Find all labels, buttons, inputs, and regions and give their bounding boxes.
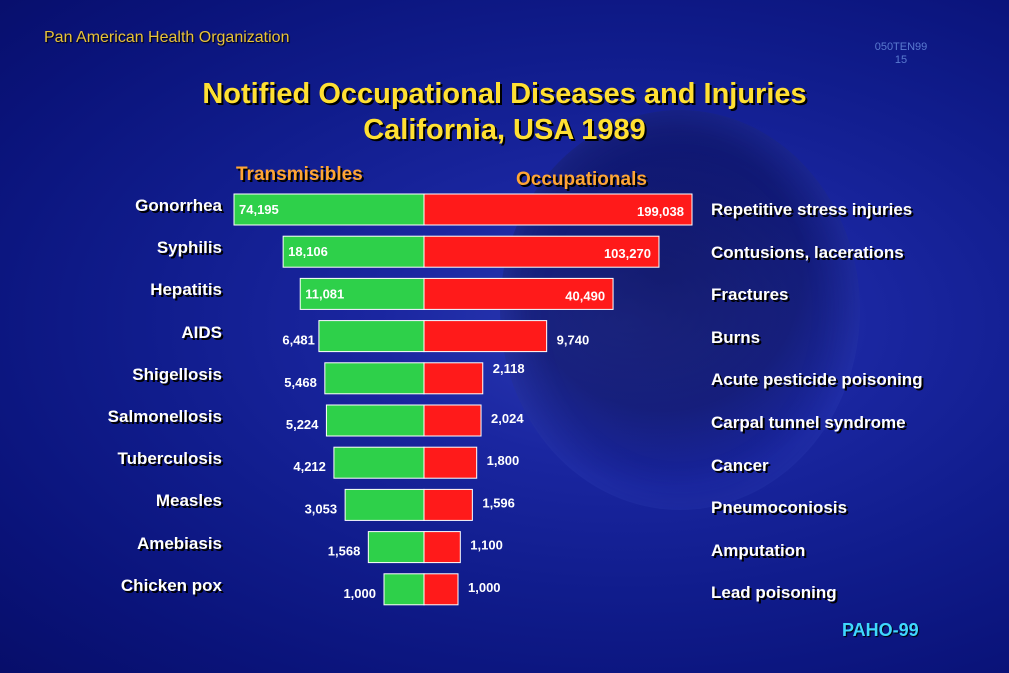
bar-transmissible-7 [344,488,425,521]
value-label-occupational-7: 1,596 [482,495,515,510]
category-label-occupational-0: Repetitive stress injuries [711,200,913,219]
category-label-transmissible-9: Chicken pox [120,575,222,595]
legend-occupational: Occupationals [516,169,647,190]
slide-code-line1: 050TEN99 [874,41,928,53]
bar-transmissible-9 [383,573,425,606]
value-label-occupational-3: 9,740 [557,333,590,348]
value-label-transmissible-5: 5,224 [286,417,319,432]
category-label-occupational-8: Amputation [711,540,806,560]
category-label-occupational-1: Contusions, lacerations [711,242,904,262]
category-label-transmissible-1: Syphilis [156,238,222,258]
category-label-transmissible-2: Hepatitis [150,280,222,300]
bar-occupational-8 [423,531,461,564]
value-label-occupational-9: 1,000 [468,580,501,595]
value-label-occupational-2: 40,490 [565,288,605,303]
bar-transmissible-0 [233,193,425,226]
value-label-occupational-4: 2,118 [493,361,525,376]
value-label-occupational-5: 2,024 [491,411,524,426]
value-label-transmissible-9: 1,000 [343,586,376,601]
organization-name: Pan American Health Organization [44,29,290,46]
category-label-occupational-7: Pneumoconiosis [711,498,848,518]
value-label-occupational-0: 199,038 [637,204,684,219]
slide-code-line2: 15 [894,54,908,66]
bar-transmissible-4 [324,362,425,395]
bar-transmissible-6 [333,446,425,479]
bar-occupational-3 [423,320,548,353]
bar-occupational-5 [423,404,482,437]
category-label-transmissible-8: Amebiasis [136,533,222,553]
bar-occupational-9 [423,573,459,606]
bar-occupational-6 [423,446,478,479]
bar-transmissible-2 [299,277,425,310]
category-label-transmissible-0: Gonorrhea [135,196,222,215]
chart-title: Notified Occupational Diseases and Injur… [202,78,807,110]
bar-occupational-2 [423,277,614,310]
value-label-occupational-1: 103,270 [604,246,651,261]
category-label-transmissible-3: AIDS [181,322,222,342]
value-label-occupational-6: 1,800 [487,453,520,468]
category-label-occupational-9: Lead poisoning [711,583,837,603]
slide-code: 050TEN99 15 [866,41,936,67]
value-label-transmissible-6: 4,212 [293,459,326,474]
value-label-transmissible-8: 1,568 [328,544,361,559]
bar-transmissible-5 [325,404,425,437]
chart-subtitle: California, USA 1989 [363,114,646,146]
value-label-transmissible-7: 3,053 [305,501,338,516]
category-label-occupational-3: Burns [711,327,761,347]
legend-transmissible: Transmisibles [236,164,363,185]
bar-occupational-4 [423,362,484,395]
category-label-occupational-2: Fractures [711,285,789,305]
bar-occupational-7 [423,488,473,521]
category-label-transmissible-7: Measles [155,491,222,511]
value-label-transmissible-3: 6,481 [282,333,315,348]
bar-occupational-1 [423,235,660,268]
category-label-occupational-5: Carpal tunnel syndrome [711,413,906,432]
bar-transmissible-3 [318,320,425,353]
bar-transmissible-1 [282,235,425,268]
value-label-transmissible-4: 5,468 [284,375,317,390]
globe-background [500,110,860,510]
value-label-transmissible-2: 11,081 [305,286,344,301]
category-label-occupational-4: Acute pesticide poisoning [711,370,923,390]
value-label-transmissible-1: 18,106 [288,244,328,259]
category-label-transmissible-4: Shigellosis [132,364,222,384]
category-label-transmissible-5: Salmonellosis [107,407,222,426]
bar-transmissible-8 [367,531,425,564]
value-label-transmissible-0: 74,195 [239,202,279,217]
category-label-transmissible-6: Tuberculosis [117,449,222,469]
footer-label: PAHO-99 [842,620,919,640]
value-label-occupational-8: 1,100 [470,538,503,553]
category-label-occupational-6: Cancer [711,455,769,475]
bar-occupational-0 [423,193,693,226]
